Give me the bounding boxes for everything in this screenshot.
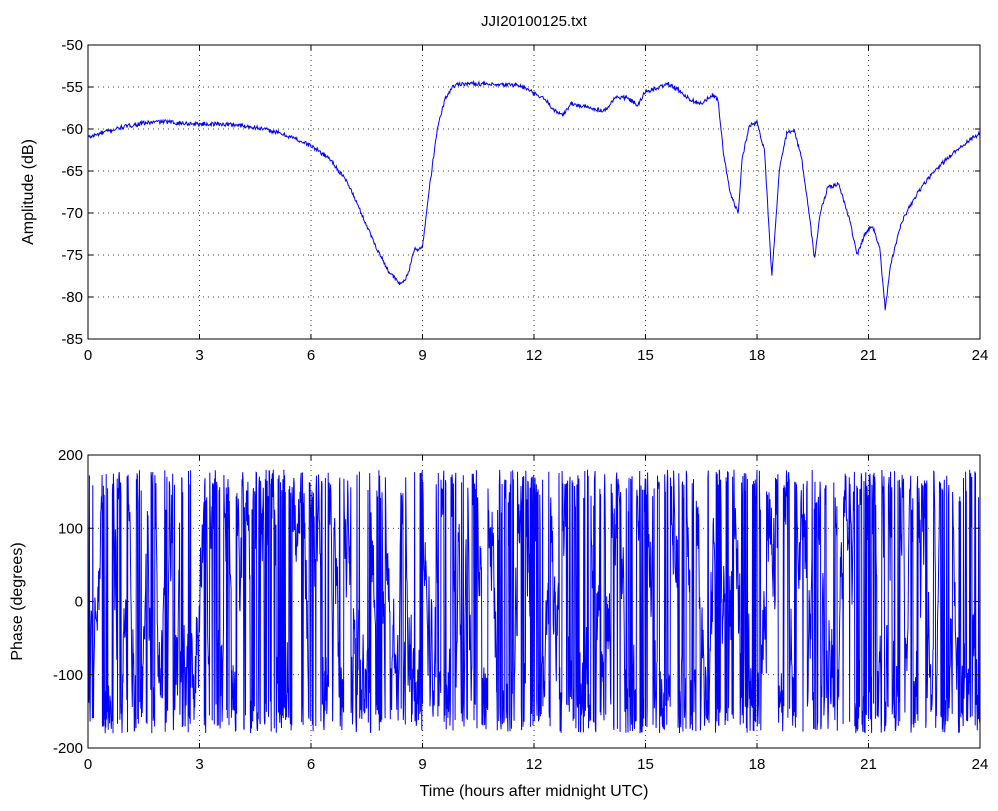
phase-x-tick-label: 12	[526, 756, 543, 773]
phase-y-tick-label: -100	[53, 667, 83, 684]
amp-x-tick-label: 12	[526, 347, 543, 364]
amp-x-tick-label: 21	[860, 347, 877, 364]
amp-x-tick-label: 3	[195, 347, 203, 364]
phase-x-tick-label: 3	[195, 756, 203, 773]
amp-series-line	[88, 80, 980, 311]
amp-y-tick-label: -55	[61, 79, 83, 96]
amp-y-tick-label: -70	[61, 205, 83, 222]
amp-y-tick-label: -60	[61, 121, 83, 138]
phase-y-tick-label: 100	[58, 520, 83, 537]
amp-x-tick-label: 9	[418, 347, 426, 364]
phase-x-axis-label: Time (hours after midnight UTC)	[420, 783, 649, 800]
figure-title: JJI20100125.txt	[481, 13, 588, 30]
phase-x-tick-label: 15	[637, 756, 654, 773]
amp-y-tick-label: -65	[61, 163, 83, 180]
phase-series-line	[88, 469, 980, 734]
phase-x-tick-label: 24	[972, 756, 989, 773]
amp-y-tick-label: -85	[61, 331, 83, 348]
phase-plot: 0 3 6 9 12 15 18 21 24 -200 -100 0 100 200 Phase (degr…	[9, 447, 988, 800]
phase-y-axis-label: Phase (degrees)	[9, 542, 26, 660]
amp-plot-area	[88, 45, 980, 339]
phase-x-tick-label: 21	[860, 756, 877, 773]
amplitude-plot: 0 3 6 9 12 15 18 21 24 -85 -80 -75 -70 -65 -60 -55 -50 Am…	[20, 37, 988, 364]
phase-x-tick-label: 9	[418, 756, 426, 773]
amp-y-tick-label: -50	[61, 37, 83, 54]
phase-x-tick-label: 6	[307, 756, 315, 773]
amp-x-tick-label: 18	[749, 347, 766, 364]
phase-y-tick-label: 0	[75, 594, 83, 611]
amp-y-tick-label: -75	[61, 247, 83, 264]
amp-x-tick-label: 0	[84, 347, 92, 364]
phase-y-tick-label: -200	[53, 740, 83, 757]
amp-x-tick-label: 24	[972, 347, 989, 364]
phase-y-tick-label: 200	[58, 447, 83, 464]
phase-x-tick-label: 18	[749, 756, 766, 773]
amp-x-tick-label: 6	[307, 347, 315, 364]
amp-y-axis-label: Amplitude (dB)	[20, 139, 37, 245]
phase-x-tick-label: 0	[84, 756, 92, 773]
amp-y-tick-label: -80	[61, 289, 83, 306]
amp-x-tick-label: 15	[637, 347, 654, 364]
